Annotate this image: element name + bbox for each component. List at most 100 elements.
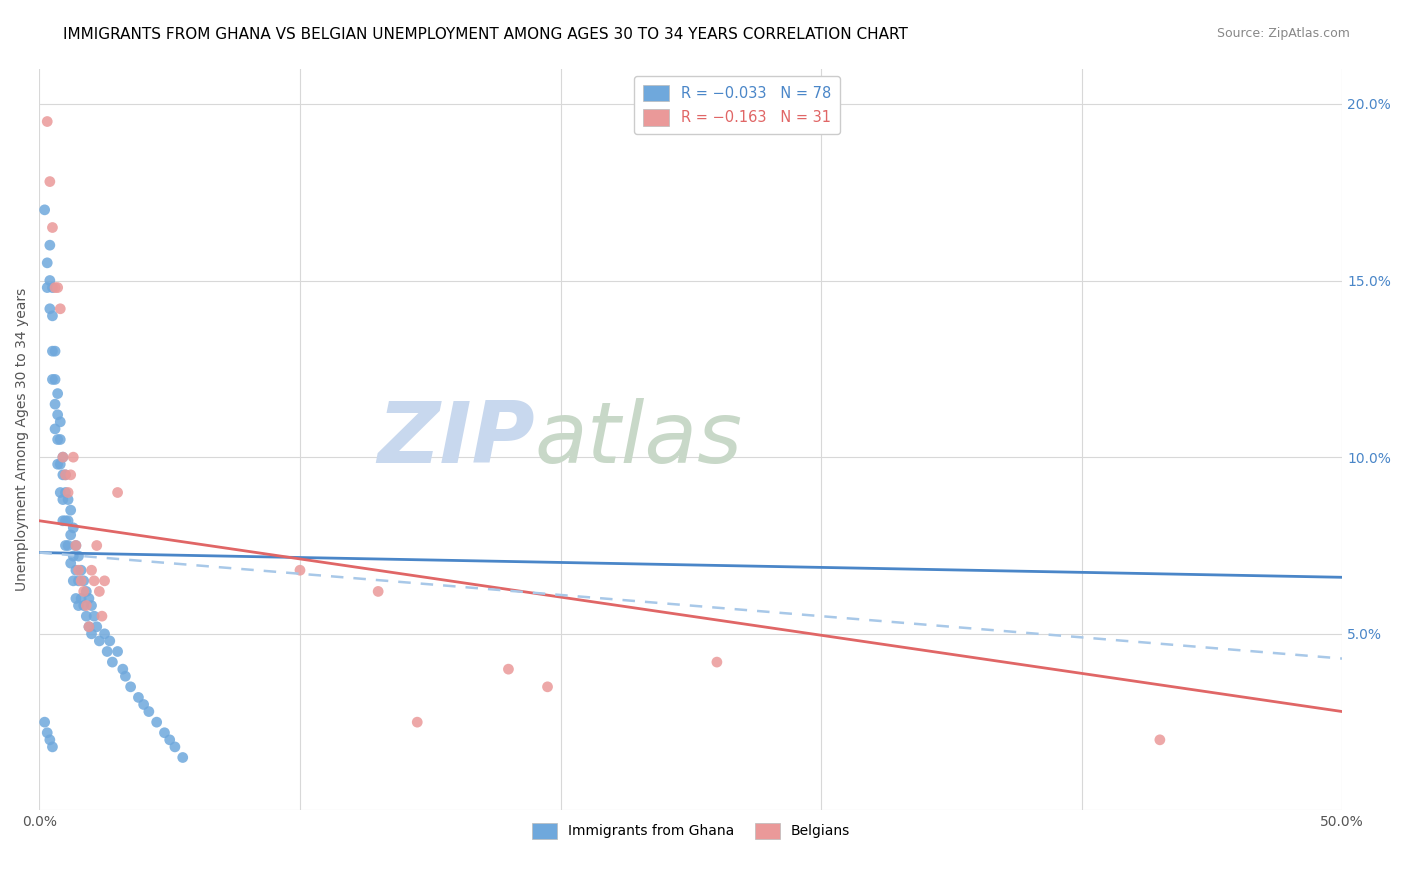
Point — [159, 732, 181, 747]
Point — [77, 620, 100, 634]
Point — [37, 725, 59, 739]
Point — [34, 202, 56, 217]
Point — [138, 705, 160, 719]
Point — [55, 539, 77, 553]
Point — [62, 450, 84, 465]
Point — [38, 175, 60, 189]
Point — [65, 591, 87, 606]
Point — [70, 574, 93, 588]
Point — [41, 220, 63, 235]
Point — [62, 574, 84, 588]
Point — [49, 485, 72, 500]
Point — [73, 599, 96, 613]
Point — [77, 591, 100, 606]
Point — [75, 599, 97, 613]
Point — [59, 467, 82, 482]
Legend: Immigrants from Ghana, Belgians: Immigrants from Ghana, Belgians — [526, 817, 856, 845]
Point — [52, 492, 75, 507]
Point — [62, 521, 84, 535]
Point — [107, 644, 129, 658]
Point — [49, 433, 72, 447]
Point — [56, 514, 79, 528]
Point — [56, 539, 79, 553]
Text: ZIP: ZIP — [377, 398, 534, 481]
Point — [41, 309, 63, 323]
Point — [80, 599, 103, 613]
Point — [46, 457, 69, 471]
Point — [65, 539, 87, 553]
Point — [44, 422, 66, 436]
Point — [44, 344, 66, 359]
Point — [38, 238, 60, 252]
Point — [41, 372, 63, 386]
Point — [44, 397, 66, 411]
Point — [70, 563, 93, 577]
Point — [145, 715, 167, 730]
Point — [37, 256, 59, 270]
Point — [46, 408, 69, 422]
Point — [406, 715, 429, 730]
Point — [38, 273, 60, 287]
Point — [59, 528, 82, 542]
Point — [49, 301, 72, 316]
Point — [37, 114, 59, 128]
Point — [41, 344, 63, 359]
Text: IMMIGRANTS FROM GHANA VS BELGIAN UNEMPLOYMENT AMONG AGES 30 TO 34 YEARS CORRELAT: IMMIGRANTS FROM GHANA VS BELGIAN UNEMPLO… — [63, 27, 908, 42]
Point — [55, 467, 77, 482]
Point — [37, 280, 59, 294]
Point — [52, 450, 75, 465]
Point — [114, 669, 136, 683]
Point — [49, 415, 72, 429]
Text: Source: ZipAtlas.com: Source: ZipAtlas.com — [1216, 27, 1350, 40]
Point — [44, 372, 66, 386]
Y-axis label: Unemployment Among Ages 30 to 34 years: Unemployment Among Ages 30 to 34 years — [15, 288, 30, 591]
Point — [86, 620, 108, 634]
Point — [75, 609, 97, 624]
Point — [67, 549, 90, 563]
Point — [93, 627, 115, 641]
Point — [93, 574, 115, 588]
Point — [73, 574, 96, 588]
Point — [120, 680, 142, 694]
Text: atlas: atlas — [534, 398, 742, 481]
Point — [67, 563, 90, 577]
Point — [80, 627, 103, 641]
Point — [73, 584, 96, 599]
Point — [132, 698, 155, 712]
Point — [55, 485, 77, 500]
Point — [41, 280, 63, 294]
Point — [1149, 732, 1171, 747]
Point — [59, 503, 82, 517]
Point — [56, 492, 79, 507]
Point — [127, 690, 149, 705]
Point — [163, 739, 186, 754]
Point — [52, 514, 75, 528]
Point — [67, 599, 90, 613]
Point — [56, 485, 79, 500]
Point — [89, 584, 111, 599]
Point — [172, 750, 194, 764]
Point — [34, 715, 56, 730]
Point — [55, 514, 77, 528]
Point — [91, 609, 114, 624]
Point — [65, 563, 87, 577]
Point — [536, 680, 558, 694]
Point — [46, 433, 69, 447]
Point — [111, 662, 134, 676]
Point — [52, 450, 75, 465]
Point — [55, 467, 77, 482]
Point — [77, 620, 100, 634]
Point — [44, 280, 66, 294]
Point — [107, 485, 129, 500]
Point — [65, 539, 87, 553]
Point — [101, 655, 124, 669]
Point — [41, 739, 63, 754]
Point — [67, 574, 90, 588]
Point — [46, 386, 69, 401]
Point — [96, 644, 118, 658]
Point — [38, 732, 60, 747]
Point — [153, 725, 176, 739]
Point — [59, 556, 82, 570]
Point — [75, 584, 97, 599]
Point — [83, 574, 105, 588]
